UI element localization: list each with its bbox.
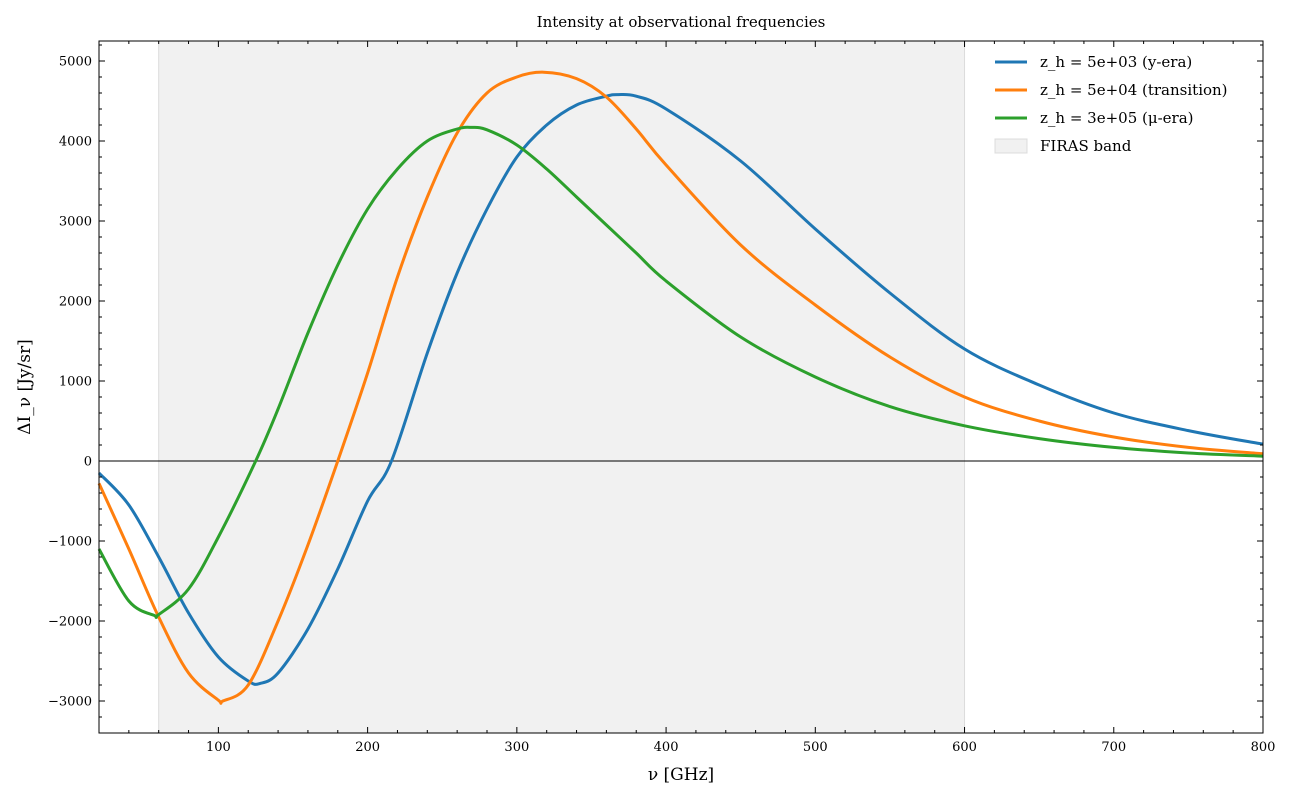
legend-label-1: z_h = 5e+03 (y-era)	[1040, 53, 1192, 71]
x-tick-label: 300	[504, 740, 529, 755]
firas-band-layer	[158, 40, 966, 734]
x-tick-label: 400	[654, 740, 679, 755]
y-tick-label: 1000	[59, 375, 92, 390]
series-layer	[97, 70, 1264, 705]
x-tick-label: 700	[1101, 740, 1126, 755]
plot-frame	[98, 40, 1264, 734]
y-tick-label: −1000	[48, 535, 92, 550]
tick-layer: 100 200 300 400 500 600 700 800 −3000 −2000 −1000 0…	[48, 41, 1275, 755]
y-tick-label: 2000	[59, 295, 92, 310]
y-tick-label: 0	[84, 455, 92, 470]
x-tick-label: 100	[206, 740, 231, 755]
firas-band	[158, 40, 966, 734]
series-line-3	[97, 125, 1264, 620]
y-axis-label: ΔI_ν [Jy/sr]	[15, 339, 35, 435]
y-tick-label: 5000	[59, 55, 92, 70]
legend-swatch-band	[994, 138, 1028, 154]
x-tick-label: 600	[952, 740, 977, 755]
x-tick-label: 500	[803, 740, 828, 755]
legend-label-3: z_h = 3e+05 (μ-era)	[1040, 109, 1194, 127]
y-tick-label: 3000	[59, 215, 92, 230]
series-line-2	[97, 70, 1264, 705]
chart-title: Intensity at observational frequencies	[537, 13, 826, 31]
y-tick-label: −2000	[48, 615, 92, 630]
x-tick-label: 200	[355, 740, 380, 755]
legend-label-2: z_h = 5e+04 (transition)	[1040, 81, 1228, 99]
legend-label-band: FIRAS band	[1040, 137, 1132, 155]
x-axis-label: ν [GHz]	[648, 765, 714, 785]
y-tick-label: −3000	[48, 695, 92, 710]
legend: z_h = 5e+03 (y-era) z_h = 5e+04 (transiti…	[994, 53, 1228, 155]
x-tick-label: 800	[1251, 740, 1276, 755]
y-tick-label: 4000	[59, 135, 92, 150]
